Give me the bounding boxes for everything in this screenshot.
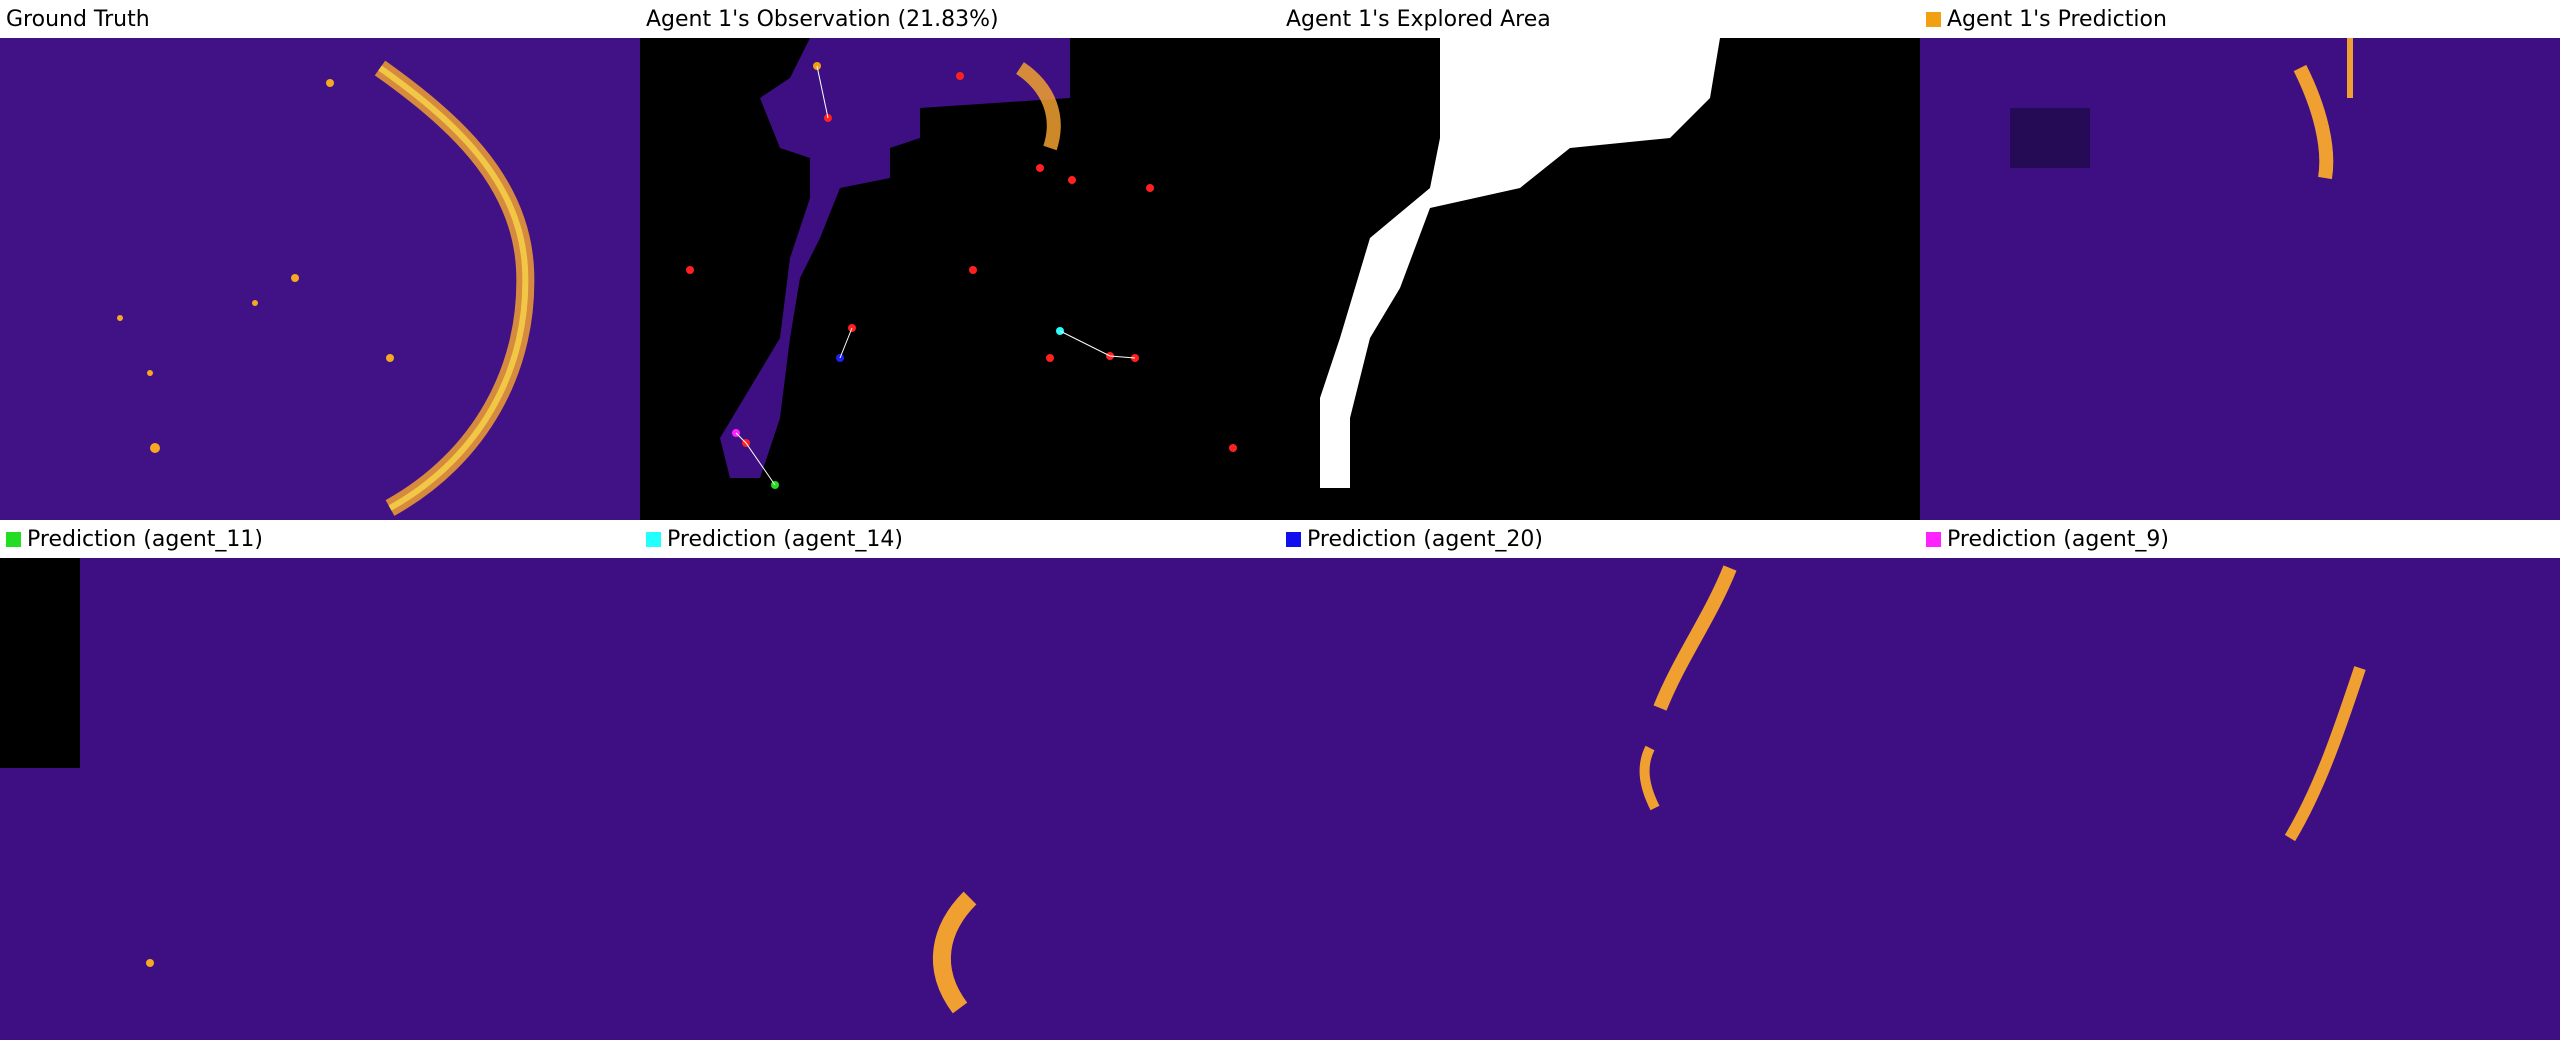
caption-text: Prediction (agent_20) bbox=[1307, 526, 1543, 552]
observation-map bbox=[640, 38, 1280, 520]
panel-caption: Ground Truth bbox=[0, 0, 640, 38]
panel-caption: Agent 1's Explored Area bbox=[1280, 0, 1920, 38]
agent-20-prediction-heatmap bbox=[1280, 558, 1920, 1040]
ground-truth-heatmap bbox=[0, 38, 640, 520]
legend-swatch bbox=[1926, 531, 1941, 547]
agent1-prediction-heatmap bbox=[1920, 38, 2560, 520]
panel-explored-area: Agent 1's Explored Area bbox=[1280, 0, 1920, 520]
panel-prediction-agent-11: Prediction (agent_11) bbox=[0, 520, 640, 1040]
panel-caption: Prediction (agent_14) bbox=[640, 520, 1280, 558]
legend-swatch bbox=[646, 531, 661, 547]
panel-caption: Agent 1's Prediction bbox=[1920, 0, 2560, 38]
agent-9-prediction-heatmap bbox=[1920, 558, 2560, 1040]
panel-agent1-prediction: Agent 1's Prediction bbox=[1920, 0, 2560, 520]
panel-prediction-agent-14: Prediction (agent_14) bbox=[640, 520, 1280, 1040]
panel-caption: Prediction (agent_20) bbox=[1280, 520, 1920, 558]
panel-prediction-agent-9: Prediction (agent_9) bbox=[1920, 520, 2560, 1040]
panel-agent-observation: Agent 1's Observation (21.83%) bbox=[640, 0, 1280, 520]
caption-text: Agent 1's Observation (21.83%) bbox=[646, 6, 999, 32]
agent-11-prediction-heatmap bbox=[0, 558, 640, 1040]
legend-swatch bbox=[1926, 11, 1941, 27]
legend-swatch bbox=[1286, 531, 1301, 547]
caption-text: Agent 1's Prediction bbox=[1947, 6, 2167, 32]
explored-area-mask bbox=[1280, 38, 1920, 520]
caption-text: Prediction (agent_9) bbox=[1947, 526, 2169, 552]
agent-14-prediction-heatmap bbox=[640, 558, 1280, 1040]
caption-text: Prediction (agent_11) bbox=[27, 526, 263, 552]
panel-caption: Agent 1's Observation (21.83%) bbox=[640, 0, 1280, 38]
caption-text: Agent 1's Explored Area bbox=[1286, 6, 1551, 32]
panel-prediction-agent-20: Prediction (agent_20) bbox=[1280, 520, 1920, 1040]
panel-caption: Prediction (agent_11) bbox=[0, 520, 640, 558]
panel-ground-truth: Ground Truth bbox=[0, 0, 640, 520]
caption-text: Prediction (agent_14) bbox=[667, 526, 903, 552]
caption-text: Ground Truth bbox=[6, 6, 150, 32]
legend-swatch bbox=[6, 531, 21, 547]
panel-caption: Prediction (agent_9) bbox=[1920, 520, 2560, 558]
